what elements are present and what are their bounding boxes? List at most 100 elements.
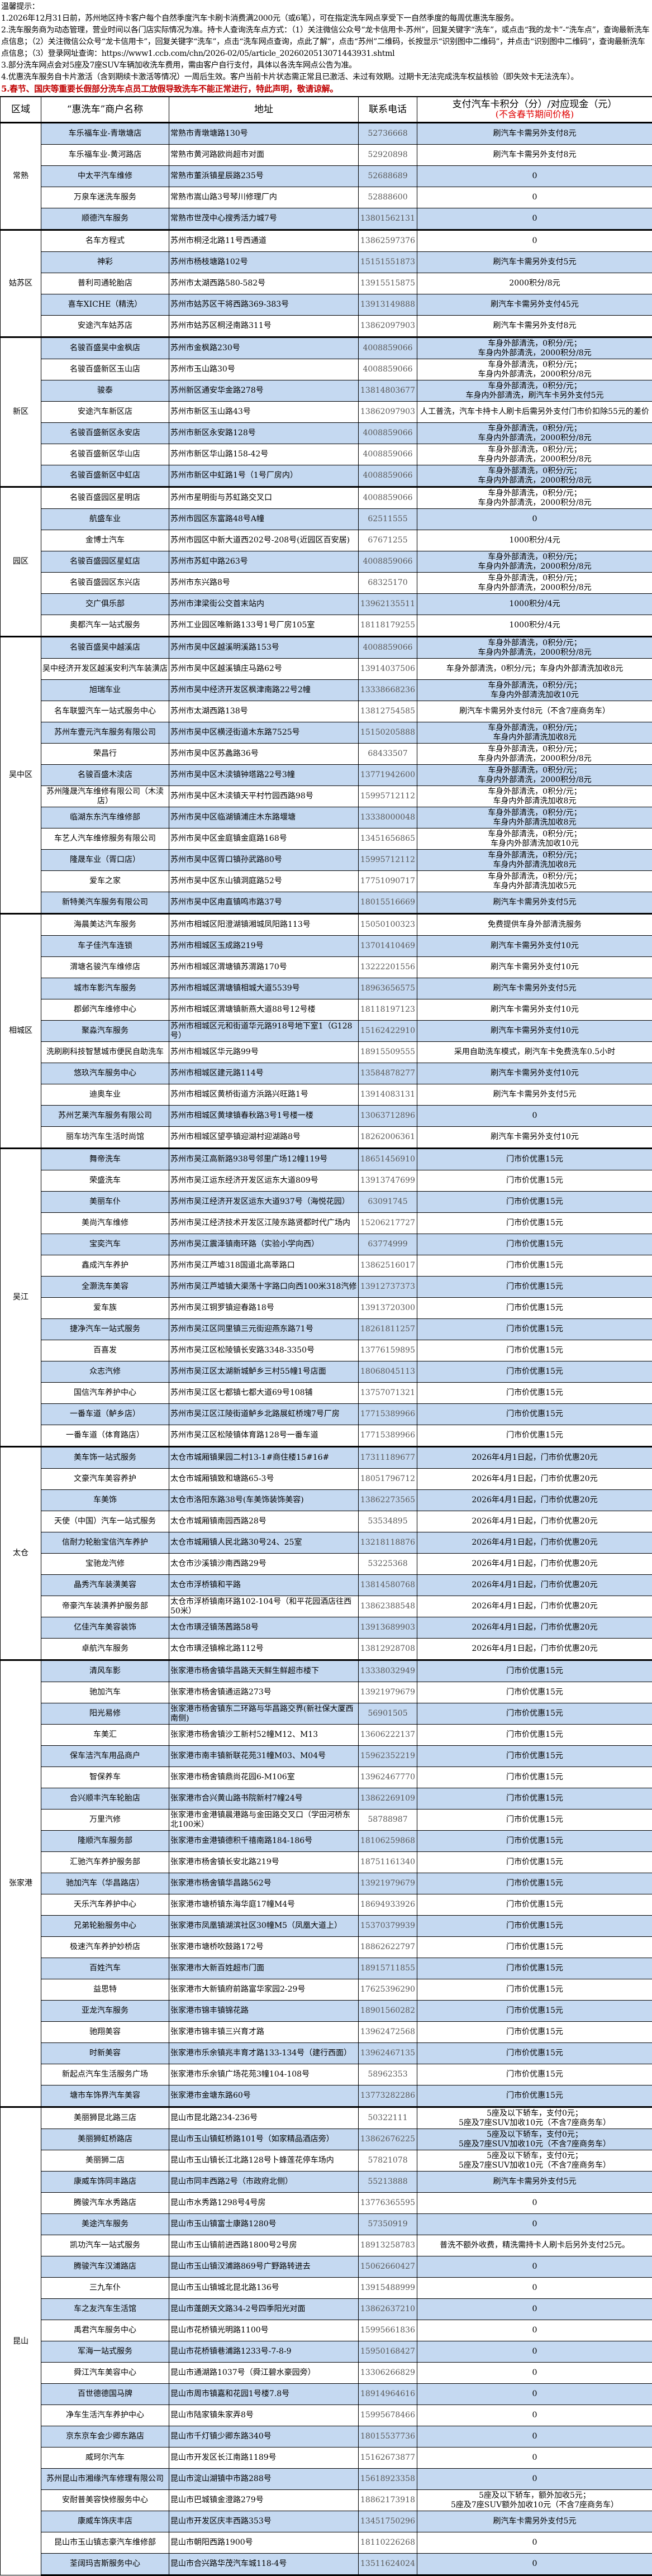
merchant-name-cell: 车乐福车业-黄河路店 — [41, 145, 169, 166]
merchant-name-cell: 苏州隆晟汽车维修有限公司（木渎店） — [41, 786, 169, 807]
payment-cell: 门市价优惠15元 — [417, 1319, 652, 1340]
address-cell: 苏州市相城区渭塘镇新燕大道88号12号楼 — [169, 999, 359, 1021]
merchant-name-cell: 万泉车迷洗车服务 — [41, 187, 169, 208]
payment-cell: 车身外部清洗，0积分/元； 车身内外部清洗，2000积分/8元 — [417, 744, 652, 765]
address-cell: 张家港市合兴黄山路书院新村7幢24号 — [169, 1788, 359, 1810]
payment-cell: 0 — [417, 2193, 652, 2214]
payment-cell: 门市价优惠15元 — [417, 1682, 652, 1703]
address-cell: 苏州市吴江铜罗镇迎春路18号 — [169, 1298, 359, 1319]
region-cell: 姑苏区 — [1, 230, 41, 337]
payment-cell: 车身外部清洗，0积分/元； 车身内外部清洗加收8元 — [417, 786, 652, 807]
payment-cell: 0 — [417, 2341, 652, 2363]
payment-cell: 刷汽车卡需另外支付8元（不含7座商务车） — [417, 701, 652, 722]
merchant-name-cell: 名骏百盛吴中金枫店 — [41, 337, 169, 359]
merchant-name-cell: 帝豪汽车装潢养护服务部 — [41, 1596, 169, 1617]
address-cell: 昆山市开发区长江南路1189号 — [169, 2448, 359, 2469]
merchant-name-cell: 荃阔玛吉斯服务中心 — [41, 2554, 169, 2575]
phone-cell: 13218118876 — [359, 1532, 417, 1554]
address-cell: 张家港市杨舍镇华昌路562号 — [169, 1873, 359, 1894]
payment-cell: 刷汽车卡需另外支付5元 — [417, 252, 652, 273]
header-payment-note: (不含春节期间价格) — [418, 109, 651, 119]
payment-cell: 刷汽车卡需另外支付10元 — [417, 1021, 652, 1042]
payment-cell: 0 — [417, 2469, 652, 2490]
payment-cell: 门市价优惠15元 — [417, 1916, 652, 1937]
payment-cell: 0 — [417, 2554, 652, 2575]
payment-cell: 0 — [417, 2405, 652, 2426]
payment-cell: 刷汽车卡需另外支付10元 — [417, 1063, 652, 1084]
payment-cell: 刷汽车卡需另外支付10元 — [417, 957, 652, 978]
phone-cell: 50322111 — [359, 2107, 417, 2129]
address-cell: 苏州市相城区黄桥街道方浜路兴旺路1号 — [169, 1084, 359, 1106]
address-cell: 苏州市相城区渭塘镇苏渭路170号 — [169, 957, 359, 978]
notice-item-5-warning: 5.春节、国庆等重要长假部分洗车点员工放假导致洗车不能正常进行，特此声明，敬请谅… — [1, 83, 651, 95]
phone-cell: 4008859066 — [359, 359, 417, 380]
phone-cell: 17625396290 — [359, 1979, 417, 2001]
address-cell: 苏州新区通安华金路278号 — [169, 380, 359, 402]
merchant-name-cell: 郡邺汽车维修中心 — [41, 999, 169, 1021]
header-payment-label: 支付汽车卡积分（分）/对应现金（元） — [453, 99, 617, 110]
address-cell: 苏州市太湖西路138号 — [169, 701, 359, 722]
merchant-name-cell: 车之友汽车生活馆 — [41, 2299, 169, 2320]
phone-cell: 15162673877 — [359, 2448, 417, 2469]
merchant-name-cell: 腾骏汽车汉浦路店 — [41, 2256, 169, 2278]
address-cell: 苏州市新区华山路158-42号 — [169, 444, 359, 465]
phone-cell: 56901505 — [359, 1703, 417, 1725]
phone-cell: 18914964616 — [359, 2384, 417, 2405]
merchant-name-cell: 美途汽车服务 — [41, 2214, 169, 2235]
phone-cell: 13306266829 — [359, 2363, 417, 2384]
address-cell: 昆山市合兴路华茂汽车城118-4号 — [169, 2554, 359, 2575]
address-cell: 张家港市锦丰镇三兴育才路 — [169, 2022, 359, 2043]
payment-cell: 刷汽车卡需另外支付10元 — [417, 936, 652, 957]
merchant-name-cell: 威珂尔汽车 — [41, 2448, 169, 2469]
merchant-name-cell: 名骏百盛园区东兴店 — [41, 573, 169, 594]
merchant-name-cell: 时新美容 — [41, 2043, 169, 2064]
phone-cell: 15151551873 — [359, 252, 417, 273]
phone-cell: 13913689903 — [359, 1617, 417, 1639]
payment-cell: 0 — [417, 208, 652, 230]
merchant-name-cell: 安耐普美容快修服务中心 — [41, 2490, 169, 2511]
payment-cell: 门市价优惠15元 — [417, 1234, 652, 1255]
payment-cell: 门市价优惠15元 — [417, 1937, 652, 1958]
merchant-name-cell: 名骏百盛新区中虹店 — [41, 465, 169, 487]
address-cell: 张家港市杨舍镇鼎尚花园6-M106室 — [169, 1767, 359, 1788]
payment-cell: 门市价优惠15元 — [417, 1298, 652, 1319]
address-cell: 常熟市世茂中心搜秀活力城7号 — [169, 208, 359, 230]
phone-cell: 13584878277 — [359, 1063, 417, 1084]
payment-cell: 0 — [417, 2256, 652, 2278]
phone-cell: 18651456910 — [359, 1149, 417, 1170]
merchant-name-cell: 天使（中国）汽车一站式服务 — [41, 1511, 169, 1532]
address-cell: 张家港市杨舍镇华昌路天天鲜生鲜超市楼下 — [169, 1660, 359, 1682]
address-cell: 常熟市嵩山路3号琴川修理厂内 — [169, 187, 359, 208]
phone-cell: 13451656865 — [359, 828, 417, 850]
payment-cell: 门市价优惠15元 — [417, 2043, 652, 2064]
address-cell: 苏州市吴中区横泾街道木东路7525号 — [169, 722, 359, 744]
payment-cell: 门市价优惠15元 — [417, 1192, 652, 1213]
merchant-name-cell: 美车饰一站式服务 — [41, 1447, 169, 1469]
table-row: 美丽狮虹桥路店昆山市玉山镇虹桥路101号（如家精品酒店旁）13862676225… — [1, 2129, 652, 2150]
phone-cell: 15618923358 — [359, 2469, 417, 2490]
payment-cell: 门市价优惠15元 — [417, 1831, 652, 1852]
merchant-name-cell: 交广俱乐部 — [41, 594, 169, 615]
car-wash-merchant-table: 区域 “惠洗车”商户名称 地址 联系电话 支付汽车卡积分（分）/对应现金（元） … — [0, 96, 652, 2576]
address-cell: 苏州市苏虹中路263号 — [169, 551, 359, 573]
